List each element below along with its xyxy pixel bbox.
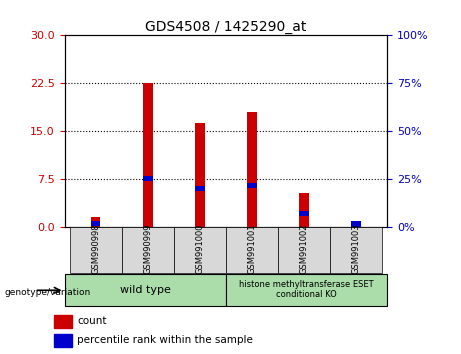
Bar	[299, 211, 309, 216]
Text: GSM990999: GSM990999	[143, 223, 152, 274]
Bar	[54, 315, 71, 328]
Text: wild type: wild type	[120, 285, 171, 295]
Bar	[278, 227, 330, 273]
Bar	[91, 217, 100, 227]
Bar	[91, 221, 100, 226]
Bar	[195, 123, 205, 227]
Text: genotype/variation: genotype/variation	[5, 287, 91, 297]
Bar	[351, 222, 361, 227]
Bar	[174, 227, 226, 273]
Bar	[65, 274, 226, 306]
Text: GSM991002: GSM991002	[300, 223, 308, 274]
Text: GSM991001: GSM991001	[248, 223, 256, 274]
Bar	[247, 112, 257, 227]
Bar	[122, 227, 174, 273]
Bar	[143, 83, 153, 227]
Bar	[351, 222, 361, 227]
Bar	[143, 176, 153, 181]
Text: histone methyltransferase ESET
conditional KO: histone methyltransferase ESET condition…	[239, 280, 374, 299]
Bar	[226, 274, 387, 306]
Text: GSM991000: GSM991000	[195, 223, 204, 274]
Bar	[247, 183, 257, 188]
Text: GSM990998: GSM990998	[91, 223, 100, 274]
Title: GDS4508 / 1425290_at: GDS4508 / 1425290_at	[145, 21, 307, 34]
Text: GSM991003: GSM991003	[351, 223, 361, 274]
Bar	[54, 334, 71, 347]
Bar	[195, 186, 205, 191]
Bar	[70, 227, 122, 273]
Bar	[299, 193, 309, 227]
Text: count: count	[77, 316, 107, 326]
Bar	[226, 227, 278, 273]
Text: percentile rank within the sample: percentile rank within the sample	[77, 335, 254, 345]
Bar	[330, 227, 382, 273]
